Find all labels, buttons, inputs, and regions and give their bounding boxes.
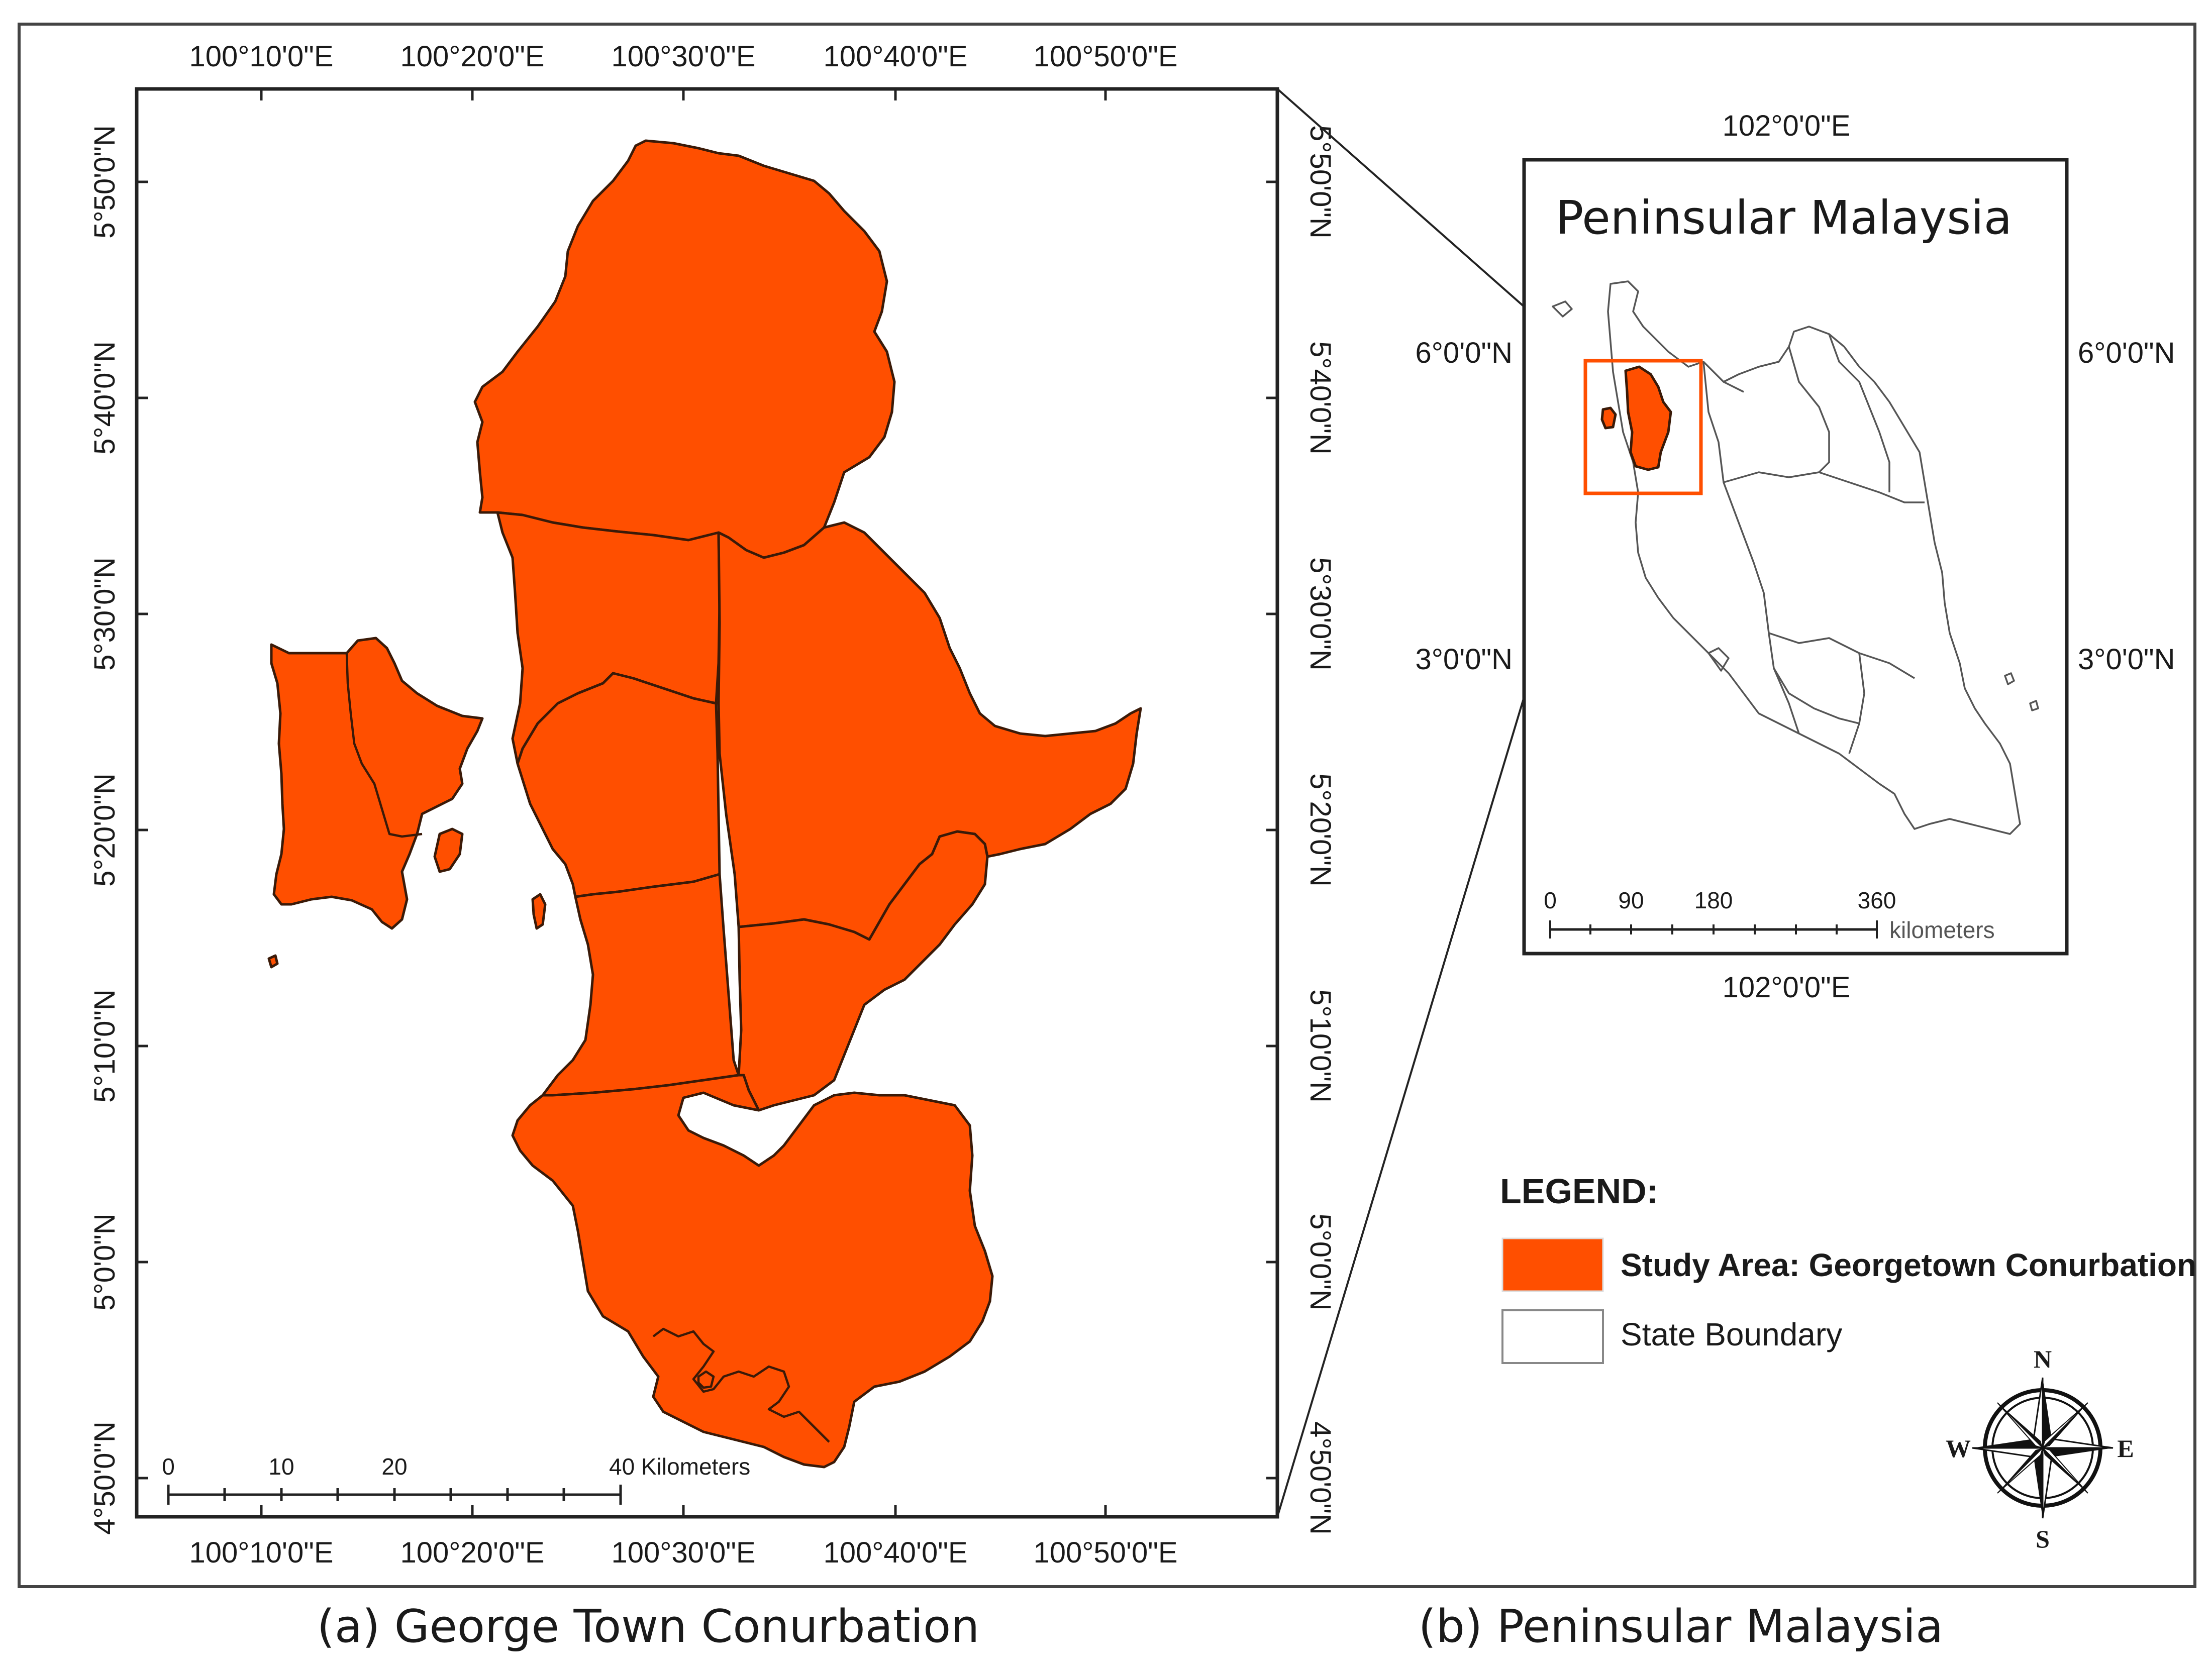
inset-bottom-tick: 102°0'0"E <box>1723 971 1851 1004</box>
islet-north <box>1552 300 1573 318</box>
legend: LEGEND: Study Area: Georgetown Conurbati… <box>1500 1172 2196 1364</box>
left-tick-label: 5°50'0"N <box>88 125 121 239</box>
peninsula-outline <box>1552 280 2039 835</box>
scale-label: 10 <box>268 1453 294 1480</box>
south-river-loop <box>697 1370 715 1389</box>
panel-a: 100°10'0"E 100°20'0"E 100°30'0"E 100°40'… <box>88 40 1337 1569</box>
west-lower-region <box>516 672 721 898</box>
inset-title: Peninsular Malaysia <box>1556 191 2012 245</box>
penang-island <box>270 637 484 930</box>
compass-s: S <box>2036 1525 2050 1553</box>
inset-study-area <box>1583 359 1703 495</box>
panel-b: Peninsular Malaysia 102°0'0"E 102°0'0"E … <box>1415 110 2175 1004</box>
right-tick-label: 5°20'0"N <box>1304 773 1337 887</box>
legend-label-study-area: Study Area: Georgetown Conurbation <box>1621 1247 2196 1283</box>
panel-a-top-ticks: 100°10'0"E 100°20'0"E 100°30'0"E 100°40'… <box>189 40 1178 100</box>
south-river-boundary <box>652 1327 830 1443</box>
inset-right-tick: 6°0'0"N <box>2078 337 2175 369</box>
caption-b: (b) Peninsular Malaysia <box>1419 1600 1943 1653</box>
inset-scale-label: 360 <box>1858 887 1896 913</box>
compass-w: W <box>1946 1434 1971 1463</box>
islet-east <box>2004 672 2015 685</box>
top-tick-label: 100°30'0"E <box>611 40 755 73</box>
islet-small <box>531 893 547 930</box>
bottom-tick-label: 100°50'0"E <box>1033 1536 1177 1569</box>
south-region <box>511 1074 994 1469</box>
bottom-tick-label: 100°40'0"E <box>823 1536 967 1569</box>
inset-left-tick: 3°0'0"N <box>1415 643 1513 676</box>
scale-label: 20 <box>381 1453 407 1480</box>
panel-a-scale-bar: 0 10 20 40 Kilometers <box>162 1453 750 1505</box>
study-area-regions <box>267 139 1142 1469</box>
top-tick-label: 100°50'0"E <box>1033 40 1177 73</box>
inset-scale-label: 0 <box>1544 887 1557 913</box>
right-tick-label: 5°10'0"N <box>1304 989 1337 1103</box>
inset-scale-unit: kilometers <box>1889 917 1995 943</box>
right-tick-label: 5°50'0"N <box>1304 125 1337 239</box>
right-tick-label: 5°0'0"N <box>1304 1213 1337 1311</box>
islet-tiny <box>267 954 279 969</box>
inset-scale-bar: 0 90 180 360 kilometers <box>1544 887 1994 943</box>
legend-swatch-study-area <box>1501 1237 1604 1292</box>
islet-kl <box>1707 647 1730 672</box>
inset-scale-label: 180 <box>1694 887 1733 913</box>
penang-islet <box>433 827 464 873</box>
bottom-tick-label: 100°10'0"E <box>189 1536 333 1569</box>
scale-label: 40 Kilometers <box>609 1453 750 1480</box>
panel-a-bottom-ticks: 100°10'0"E 100°20'0"E 100°30'0"E 100°40'… <box>189 1505 1178 1569</box>
right-tick-label: 5°30'0"N <box>1304 557 1337 671</box>
state-boundaries <box>1702 334 1925 754</box>
left-tick-label: 5°30'0"N <box>88 557 121 671</box>
top-tick-label: 100°20'0"E <box>400 40 544 73</box>
top-tick-label: 100°40'0"E <box>823 40 967 73</box>
islet-east-2 <box>2029 700 2039 711</box>
compass-e: E <box>2117 1434 2134 1463</box>
legend-label-state-boundary: State Boundary <box>1621 1316 1842 1352</box>
caption-a: (a) George Town Conurbation <box>317 1600 979 1653</box>
left-tick-label: 5°0'0"N <box>88 1213 121 1311</box>
outer-border <box>18 23 2196 1588</box>
bottom-tick-label: 100°20'0"E <box>400 1536 544 1569</box>
inset-top-tick: 102°0'0"E <box>1723 110 1851 142</box>
compass-n: N <box>2034 1345 2052 1373</box>
top-tick-label: 100°10'0"E <box>189 40 333 73</box>
penang-inner-boundary <box>345 653 423 838</box>
right-tick-label: 5°40'0"N <box>1304 341 1337 455</box>
left-tick-label: 5°10'0"N <box>88 989 121 1103</box>
scale-label: 0 <box>162 1453 175 1480</box>
right-tick-label: 4°50'0"N <box>1304 1421 1337 1535</box>
panel-a-left-ticks: 5°50'0"N 5°40'0"N 5°30'0"N 5°20'0"N 5°10… <box>88 125 148 1535</box>
inset-study-box <box>1583 359 1703 495</box>
inset-study-area-shape <box>1624 365 1672 471</box>
inset-scale-label: 90 <box>1618 887 1644 913</box>
inset-left-tick: 6°0'0"N <box>1415 337 1513 369</box>
left-tick-label: 4°50'0"N <box>88 1421 121 1535</box>
left-tick-label: 5°40'0"N <box>88 341 121 455</box>
inset-study-island <box>1600 406 1617 430</box>
bottom-tick-label: 100°30'0"E <box>611 1536 755 1569</box>
peninsula-coast <box>1607 280 2021 835</box>
legend-title: LEGEND: <box>1500 1172 1658 1211</box>
compass-rose: N S E W <box>1946 1345 2134 1553</box>
left-tick-label: 5°20'0"N <box>88 773 121 887</box>
inset-right-tick: 3°0'0"N <box>2078 643 2175 676</box>
panel-b-frame <box>1522 158 2069 956</box>
panel-a-right-ticks: 5°50'0"N 5°40'0"N 5°30'0"N 5°20'0"N 5°10… <box>1266 125 1337 1535</box>
legend-swatch-state-boundary <box>1501 1309 1604 1364</box>
